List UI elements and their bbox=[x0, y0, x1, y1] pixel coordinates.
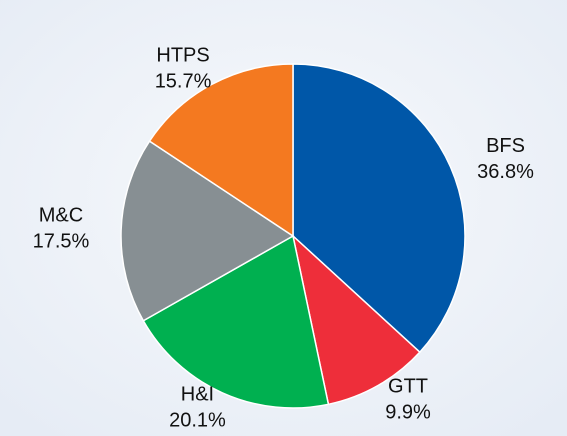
slice-value: 36.8% bbox=[477, 161, 534, 183]
slice-name: GTT bbox=[388, 376, 428, 398]
slice-value: 15.7% bbox=[155, 71, 212, 93]
slice-name: BFS bbox=[486, 135, 525, 157]
pie-slice bbox=[120, 140, 295, 322]
slice-value: 20.1% bbox=[169, 410, 226, 432]
slice-value: 9.9% bbox=[385, 402, 431, 424]
slice-name: H&I bbox=[181, 384, 214, 406]
pie-slice bbox=[292, 63, 466, 354]
pie-slice bbox=[148, 63, 294, 238]
slice-name: M&C bbox=[39, 205, 83, 227]
pie-slice bbox=[291, 233, 421, 406]
slice-value: 17.5% bbox=[33, 231, 90, 253]
pie-slice bbox=[142, 234, 330, 409]
slice-name: HTPS bbox=[156, 45, 209, 67]
